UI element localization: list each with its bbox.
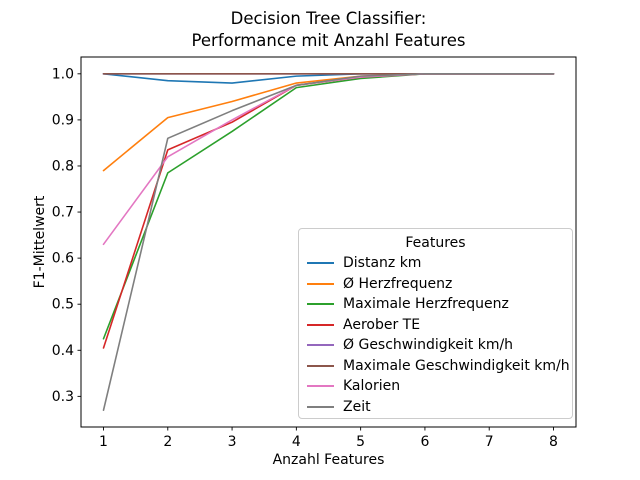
legend-label: Aerober TE — [343, 316, 421, 333]
x-tick-label: 4 — [292, 434, 301, 450]
legend-label: Zeit — [343, 398, 371, 415]
legend-entry-5: Maximale Geschwindigkeit km/h — [307, 356, 570, 377]
x-tick-label: 5 — [356, 434, 365, 450]
legend-entry-2: Maximale Herzfrequenz — [307, 294, 564, 315]
legend: Features Distanz km Ø Herzfrequenz Maximal… — [298, 228, 573, 419]
y-axis-label: F1-Mittelwert — [32, 195, 48, 289]
y-tick-label: 0.9 — [52, 112, 74, 128]
legend-entry-3: Aerober TE — [307, 315, 564, 336]
legend-line-swatch — [307, 385, 334, 388]
legend-entry-6: Kalorien — [307, 376, 564, 397]
legend-line-swatch — [307, 344, 334, 347]
legend-entry-0: Distanz km — [307, 253, 564, 274]
legend-label: Maximale Herzfrequenz — [343, 296, 509, 313]
legend-label: Kalorien — [343, 378, 401, 395]
y-tick-label: 1.0 — [52, 66, 74, 82]
legend-entry-4: Ø Geschwindigkeit km/h — [307, 335, 564, 356]
legend-entry-7: Zeit — [307, 397, 564, 418]
legend-line-swatch — [307, 303, 334, 306]
legend-line-swatch — [307, 364, 334, 367]
y-tick-label: 0.5 — [52, 297, 74, 313]
legend-label: Maximale Geschwindigkeit km/h — [343, 357, 570, 374]
y-tick-label: 0.6 — [52, 251, 74, 267]
x-tick-label: 3 — [228, 434, 237, 450]
x-tick-label: 8 — [549, 434, 558, 450]
legend-entry-1: Ø Herzfrequenz — [307, 274, 564, 295]
x-tick-label: 1 — [99, 434, 108, 450]
legend-line-swatch — [307, 282, 334, 285]
chart-title: Decision Tree Classifier: Performance mi… — [191, 9, 466, 50]
x-tick-label: 7 — [485, 434, 494, 450]
legend-title: Features — [405, 235, 466, 251]
y-tick-label: 0.7 — [52, 205, 74, 221]
legend-label: Ø Herzfrequenz — [343, 275, 453, 292]
legend-label: Ø Geschwindigkeit km/h — [343, 337, 514, 354]
y-tick-label: 0.3 — [52, 389, 74, 405]
y-tick-label: 0.8 — [52, 158, 74, 174]
legend-line-swatch — [307, 405, 334, 408]
y-tick-label: 0.4 — [52, 343, 74, 359]
legend-label: Distanz km — [343, 255, 422, 272]
legend-line-swatch — [307, 262, 334, 265]
legend-entries: Distanz km Ø Herzfrequenz Maximale Herzfre… — [307, 253, 570, 418]
x-tick-label: 6 — [420, 434, 429, 450]
legend-line-swatch — [307, 323, 334, 326]
series-line-7 — [102, 73, 555, 411]
x-axis-label: Anzahl Features — [272, 452, 385, 468]
x-tick-label: 2 — [163, 434, 172, 450]
